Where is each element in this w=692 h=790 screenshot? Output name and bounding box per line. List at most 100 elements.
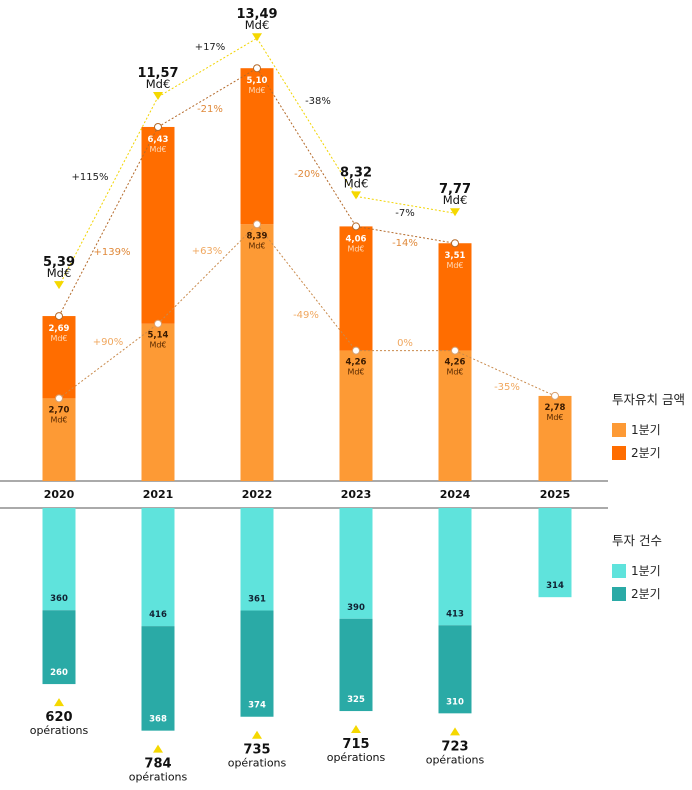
- bar-q2-count: [141, 626, 175, 731]
- q2-change-label: -20%: [294, 169, 320, 180]
- q1-unit-label: Md€: [446, 368, 463, 377]
- bar-q2-count: [339, 618, 373, 712]
- legend-title: 투자 건수: [612, 533, 662, 548]
- bar-q2-amount: [240, 68, 274, 225]
- q1-marker: [55, 394, 63, 403]
- bar-q2-amount: [141, 126, 175, 324]
- total-unit-label: Md€: [47, 266, 72, 280]
- bar-q2-amount: [438, 243, 472, 351]
- count-suffix-label: opérations: [30, 724, 89, 737]
- q1-value-label: 5,14: [148, 331, 169, 341]
- q1-count-label: 413: [446, 609, 464, 619]
- q2-value-label: 3,51: [445, 251, 466, 261]
- q1-marker: [352, 346, 360, 355]
- bar-q2-count: [240, 610, 274, 717]
- bar-q2-amount: [42, 316, 76, 399]
- totals-trend-line: [355, 195, 456, 214]
- q1-change-label: 0%: [397, 338, 413, 349]
- q2-marker: [154, 122, 162, 131]
- q2-trend-line: [157, 67, 258, 128]
- bar-q1-count: [141, 508, 175, 627]
- total-triangle-icon: [54, 281, 64, 290]
- q2-change-label: +139%: [94, 247, 131, 258]
- total-triangle-icon: [153, 91, 163, 100]
- bar-q1-count: [42, 508, 76, 611]
- q2-marker: [352, 222, 360, 231]
- q1-value-label: 4,26: [346, 358, 367, 368]
- count-triangle-icon: [450, 727, 460, 736]
- q1-marker: [451, 346, 459, 355]
- count-triangle-icon: [153, 744, 163, 753]
- year-label: 2025: [540, 488, 571, 501]
- count-triangle-icon: [351, 725, 361, 734]
- q1-unit-label: Md€: [149, 341, 166, 350]
- q1-change-label: +63%: [192, 246, 223, 257]
- total-value-label: 7,77: [439, 182, 471, 197]
- q1-count-label: 390: [347, 603, 365, 613]
- totals-trend-line: [157, 37, 258, 98]
- year-label: 2024: [440, 488, 471, 501]
- q2-trend-line: [355, 225, 456, 244]
- q2-marker: [55, 312, 63, 321]
- q1-value-label: 8,39: [247, 231, 268, 241]
- q1-unit-label: Md€: [50, 415, 67, 424]
- totals-trend-line: [58, 96, 159, 287]
- count-total-label: 723: [441, 739, 468, 754]
- q1-change-label: -35%: [494, 382, 520, 393]
- total-triangle-icon: [351, 191, 361, 200]
- bar-q1-amount: [339, 350, 373, 481]
- q2-change-label: -21%: [197, 104, 223, 115]
- q2-value-label: 2,69: [49, 324, 70, 334]
- q1-value-label: 2,78: [545, 403, 566, 413]
- total-change-label: -7%: [395, 208, 414, 219]
- q1-count-label: 314: [546, 581, 564, 591]
- q2-unit-label: Md€: [446, 261, 463, 270]
- count-legend: 투자 건수 1분기 2분기: [612, 530, 662, 605]
- q2-trend-line: [58, 126, 159, 317]
- q2-count-label: 260: [50, 668, 68, 678]
- amount-legend: 투자유치 금액 1분기 2분기: [612, 389, 685, 464]
- bar-q1-amount: [141, 323, 175, 481]
- total-value-label: 5,39: [43, 255, 75, 270]
- count-suffix-label: opérations: [228, 757, 287, 770]
- total-unit-label: Md€: [344, 176, 369, 190]
- total-triangle-icon: [450, 208, 460, 217]
- year-label: 2022: [242, 488, 273, 501]
- q1-trend-line: [58, 323, 159, 399]
- total-value-label: 8,32: [340, 165, 372, 180]
- bar-q1-amount: [42, 398, 76, 481]
- bar-q2-amount: [339, 226, 373, 351]
- bar-q1-count: [339, 508, 373, 619]
- year-label: 2023: [341, 488, 372, 501]
- q2-marker: [451, 239, 459, 248]
- q2-count-label: 374: [248, 701, 266, 711]
- legend-item-q2: 2분기: [612, 582, 662, 605]
- legend-item-q2: 2분기: [612, 441, 685, 464]
- q2-value-label: 6,43: [148, 135, 169, 145]
- count-triangle-icon: [54, 698, 64, 707]
- bar-q2-count: [42, 610, 76, 685]
- bar-q1-amount: [538, 395, 572, 481]
- q2-unit-label: Md€: [347, 244, 364, 253]
- q1-trend-line: [157, 223, 258, 325]
- q1-change-label: +90%: [93, 337, 124, 348]
- q2-unit-label: Md€: [248, 86, 265, 95]
- bar-q1-amount: [240, 224, 274, 482]
- count-total-label: 735: [243, 743, 270, 758]
- bar-q1-amount: [438, 350, 472, 481]
- q1-count-label: 361: [248, 595, 266, 605]
- q2-count-label: 368: [149, 715, 167, 725]
- total-unit-label: Md€: [146, 77, 171, 91]
- count-total-label: 620: [45, 710, 72, 725]
- q1-unit-label: Md€: [248, 241, 265, 250]
- total-value-label: 13,49: [236, 7, 277, 22]
- q2-value-label: 5,10: [247, 76, 268, 86]
- q1-count-label: 416: [149, 610, 167, 620]
- q2-change-label: -14%: [392, 238, 418, 249]
- q1-change-label: -49%: [293, 310, 319, 321]
- q2-value-label: 4,06: [346, 234, 367, 244]
- bar-q1-count: [438, 508, 472, 626]
- legend-item-q1: 1분기: [612, 559, 662, 582]
- q1-trend-line: [256, 223, 357, 351]
